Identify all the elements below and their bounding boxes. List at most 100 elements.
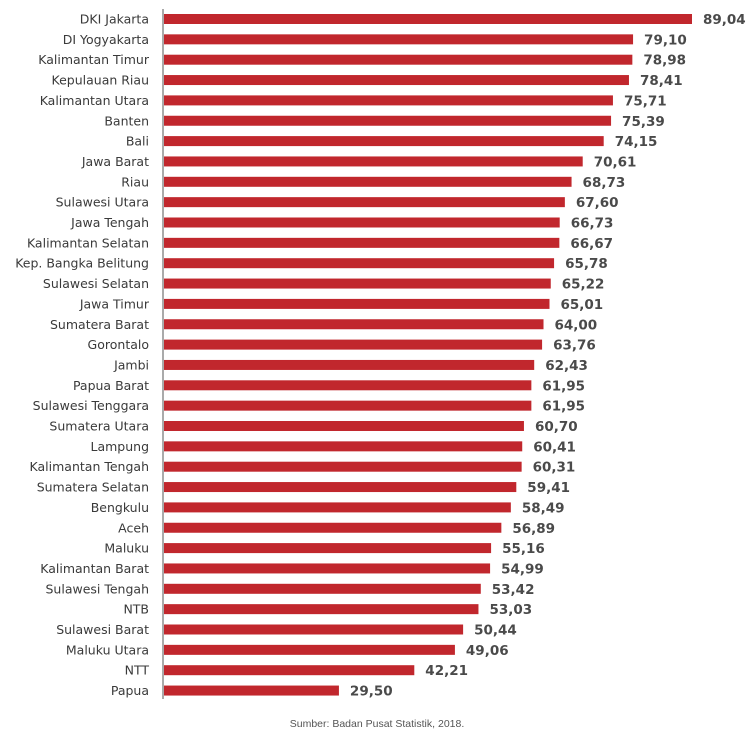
value-label: 67,60	[576, 195, 619, 211]
category-label: Sulawesi Barat	[56, 622, 149, 637]
bar	[164, 95, 613, 106]
category-label: Jambi	[113, 357, 149, 372]
category-label: Kalimantan Tengah	[30, 459, 149, 474]
category-label: Sulawesi Selatan	[43, 276, 149, 291]
category-label: Jawa Timur	[79, 296, 150, 311]
bar	[164, 156, 583, 167]
value-label: 79,10	[644, 32, 687, 48]
category-label: Sumatera Barat	[50, 317, 149, 332]
bar	[164, 319, 544, 330]
bar	[164, 644, 455, 655]
value-label: 61,95	[542, 378, 585, 394]
value-label: 54,99	[501, 561, 544, 577]
category-label: Bengkulu	[91, 500, 149, 515]
value-label: 75,71	[624, 93, 667, 109]
category-label: Banten	[104, 113, 149, 128]
bar	[164, 298, 550, 309]
value-label: 60,31	[533, 460, 576, 476]
value-label: 60,41	[533, 439, 576, 455]
bar	[164, 258, 555, 269]
category-label: Kalimantan Barat	[40, 561, 149, 576]
bar	[164, 115, 612, 126]
bar	[164, 359, 535, 370]
bar	[164, 421, 524, 431]
category-label: Kep. Bangka Belitung	[15, 256, 149, 271]
category-label: Kalimantan Selatan	[27, 235, 149, 250]
value-label: 65,78	[565, 256, 608, 272]
source-note: Sumber: Badan Pusat Statistik, 2018.	[290, 718, 465, 730]
value-label: 65,22	[562, 277, 605, 293]
bar	[164, 278, 551, 289]
bar	[164, 197, 565, 208]
bar	[164, 217, 560, 228]
category-label: Sulawesi Tengah	[45, 581, 149, 596]
bar	[164, 624, 464, 635]
category-label: Sumatera Utara	[49, 419, 149, 434]
bar	[164, 685, 339, 696]
bar	[164, 14, 692, 24]
value-label: 55,16	[502, 541, 545, 557]
value-label: 64,00	[555, 317, 598, 333]
value-label: 78,98	[643, 53, 686, 69]
category-label: Papua	[111, 683, 149, 698]
category-label: DKI Jakarta	[80, 12, 149, 27]
bar	[164, 563, 491, 574]
value-label: 62,43	[545, 358, 588, 374]
category-label: Kepulauan Riau	[52, 73, 149, 88]
value-label: 60,70	[535, 419, 578, 435]
bar	[164, 339, 543, 350]
category-label: NTB	[123, 602, 149, 617]
bars-group: DKI Jakarta 89,04 DI Yogyakarta 79,10 Kalima…	[15, 12, 746, 700]
value-label: 68,73	[583, 175, 626, 191]
bar	[164, 136, 604, 147]
category-label: Lampung	[90, 439, 149, 454]
bar	[164, 665, 415, 676]
bar	[164, 604, 479, 615]
value-label: 49,06	[466, 643, 509, 659]
value-label: 70,61	[594, 154, 637, 170]
bar	[164, 461, 522, 472]
bar	[164, 380, 532, 391]
bar	[164, 522, 502, 533]
category-label: Sumatera Selatan	[37, 480, 149, 495]
value-label: 78,41	[640, 73, 683, 89]
category-label: Papua Barat	[73, 378, 149, 393]
category-label: Jawa Tengah	[70, 215, 149, 230]
value-label: 53,42	[492, 582, 535, 598]
category-label: Sulawesi Tenggara	[33, 398, 149, 413]
value-label: 42,21	[425, 663, 468, 679]
category-label: Sulawesi Utara	[56, 195, 149, 210]
category-label: Kalimantan Utara	[40, 93, 149, 108]
bar	[164, 482, 517, 493]
bar	[164, 502, 511, 513]
category-label: Gorontalo	[88, 337, 149, 352]
category-label: Bali	[126, 134, 149, 149]
value-label: 66,67	[570, 236, 613, 252]
value-label: 53,03	[489, 602, 532, 618]
bar	[164, 583, 481, 594]
category-label: Maluku	[104, 541, 149, 556]
bar	[164, 400, 532, 411]
bar	[164, 75, 629, 86]
value-label: 75,39	[622, 114, 665, 130]
category-label: NTT	[125, 663, 150, 678]
value-label: 65,01	[561, 297, 604, 313]
category-label: DI Yogyakarta	[63, 32, 149, 47]
value-label: 61,95	[542, 399, 585, 415]
value-label: 74,15	[615, 134, 658, 150]
category-label: Riau	[121, 174, 149, 189]
value-label: 58,49	[522, 500, 565, 516]
bar	[164, 176, 572, 187]
bar	[164, 54, 633, 65]
category-label: Jawa Barat	[81, 154, 149, 169]
value-label: 56,89	[512, 521, 555, 537]
bar	[164, 441, 523, 452]
bar	[164, 237, 560, 248]
bar	[164, 34, 634, 45]
value-label: 66,73	[571, 216, 614, 232]
category-label: Aceh	[118, 520, 149, 535]
bar	[164, 543, 492, 554]
value-label: 89,04	[703, 12, 746, 28]
value-label: 29,50	[350, 684, 393, 700]
